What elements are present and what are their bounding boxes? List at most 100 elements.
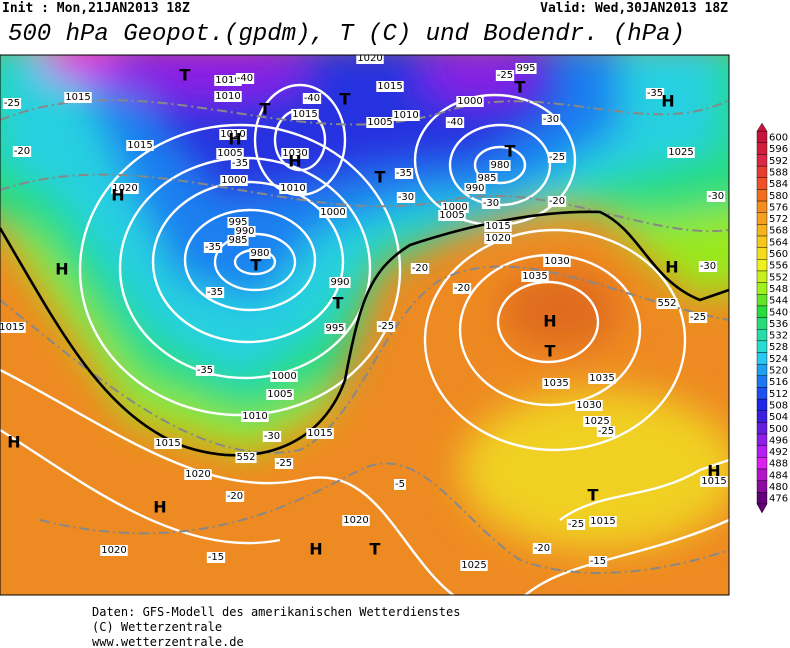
colorbar-box bbox=[756, 329, 768, 342]
colorbar-box bbox=[756, 480, 768, 493]
label-box bbox=[366, 117, 394, 128]
contour-label: 990 bbox=[330, 277, 349, 288]
colorbar-box bbox=[756, 200, 768, 213]
map-area: 1020 1015 1010 1010 -40 T -25 1015 995 -25 T 1000 -3… bbox=[0, 53, 729, 595]
contour-label: -25 bbox=[497, 70, 513, 81]
label-box bbox=[100, 545, 128, 556]
label-box bbox=[302, 93, 322, 104]
colorbar-label: 484 bbox=[769, 470, 788, 481]
contour-label: 552 bbox=[657, 298, 676, 309]
label-box bbox=[394, 168, 414, 179]
colorbar-label: 600 bbox=[769, 133, 788, 144]
colorbar-label: 560 bbox=[769, 249, 788, 260]
colorbar-box bbox=[756, 433, 768, 446]
contour-label: 1020 bbox=[185, 469, 210, 480]
colorbar-box bbox=[756, 363, 768, 377]
label-box bbox=[575, 400, 603, 411]
label-box bbox=[195, 365, 215, 376]
contour-552 bbox=[0, 210, 729, 457]
label-box bbox=[464, 183, 486, 194]
contour-label: -25 bbox=[568, 519, 584, 530]
contour-label: 1015 bbox=[307, 428, 332, 439]
label-box bbox=[583, 416, 611, 427]
label-box bbox=[547, 152, 567, 163]
colorbar-label: 572 bbox=[769, 214, 788, 225]
contour-label: 1020 bbox=[357, 53, 382, 64]
contour-label: 1000 bbox=[221, 175, 246, 186]
colorbar-box bbox=[756, 457, 768, 470]
label-box bbox=[392, 110, 420, 121]
label-box bbox=[656, 298, 678, 309]
contour-label: -40 bbox=[237, 73, 253, 84]
contour-label: 1000 bbox=[442, 202, 467, 213]
contour-label: 1010 bbox=[393, 110, 418, 121]
contour-label: -25 bbox=[4, 98, 20, 109]
contour-label: 995 bbox=[228, 217, 247, 228]
label-box bbox=[481, 198, 501, 209]
contour-label: -35 bbox=[396, 168, 412, 179]
contour-label: 1015 bbox=[127, 140, 152, 151]
contour-label: 1015 bbox=[485, 221, 510, 232]
label-box bbox=[700, 476, 728, 487]
label-box bbox=[279, 183, 307, 194]
colorbar-label: 552 bbox=[769, 272, 788, 283]
colorbar-label: 536 bbox=[769, 319, 788, 330]
colorbar-box bbox=[756, 142, 768, 155]
label-box bbox=[698, 261, 718, 272]
contour-label: 1010 bbox=[220, 129, 245, 140]
label-box bbox=[542, 378, 570, 389]
label-box bbox=[547, 196, 567, 207]
pressure-center: H bbox=[309, 540, 322, 559]
label-box bbox=[484, 221, 512, 232]
colorbar-label: 532 bbox=[769, 331, 788, 342]
contour-label: -15 bbox=[208, 552, 224, 563]
label-box bbox=[234, 226, 256, 237]
colorbar-label: 492 bbox=[769, 447, 788, 458]
colorbar-top-arrow bbox=[756, 122, 768, 132]
label-box bbox=[376, 81, 404, 92]
colorbar-label: 588 bbox=[769, 167, 788, 178]
colorbar-box bbox=[756, 189, 768, 202]
contour-label: -30 bbox=[264, 431, 280, 442]
contour-label: 985 bbox=[477, 173, 496, 184]
label-box bbox=[521, 271, 549, 282]
contour-label: 1015 bbox=[65, 92, 90, 103]
contour-label: 1025 bbox=[668, 147, 693, 158]
colorbar-box bbox=[756, 177, 768, 190]
contour-label: -20 bbox=[454, 283, 470, 294]
label-box bbox=[441, 202, 469, 213]
label-box bbox=[541, 114, 561, 125]
pressure-center: T bbox=[333, 294, 344, 313]
label-box bbox=[394, 479, 406, 490]
contour-label: -25 bbox=[378, 321, 394, 332]
colorbar-box bbox=[756, 282, 768, 295]
contour-label: 995 bbox=[325, 323, 344, 334]
colorbar-box bbox=[756, 317, 768, 330]
pressure-center: H bbox=[55, 260, 68, 279]
label-box bbox=[445, 117, 465, 128]
label-box bbox=[589, 516, 617, 527]
colorbar-box bbox=[756, 492, 768, 505]
pressure-center: T bbox=[370, 540, 381, 559]
colorbar-box bbox=[756, 235, 768, 248]
colorbar-label: 512 bbox=[769, 389, 788, 400]
contour-label: 1030 bbox=[576, 400, 601, 411]
label-box bbox=[438, 210, 466, 221]
colorbar-box bbox=[756, 165, 768, 178]
pressure-center: T bbox=[505, 142, 516, 161]
pressure-center: H bbox=[661, 92, 674, 111]
label-box bbox=[645, 88, 665, 99]
colorbar-box bbox=[756, 468, 768, 481]
contour-label: 1005 bbox=[217, 148, 242, 159]
contour-label: 1035 bbox=[589, 373, 614, 384]
label-box bbox=[460, 560, 488, 571]
contour-label: -30 bbox=[543, 114, 559, 125]
contour-label: -20 bbox=[534, 543, 550, 554]
pressure-center: H bbox=[288, 152, 301, 171]
pressure-center: H bbox=[7, 433, 20, 452]
pressure-center: H bbox=[153, 498, 166, 517]
contour-label: -25 bbox=[690, 312, 706, 323]
colorbar-label: 520 bbox=[769, 366, 788, 377]
contour-label: -35 bbox=[205, 242, 221, 253]
colorbar-label: 528 bbox=[769, 342, 788, 353]
